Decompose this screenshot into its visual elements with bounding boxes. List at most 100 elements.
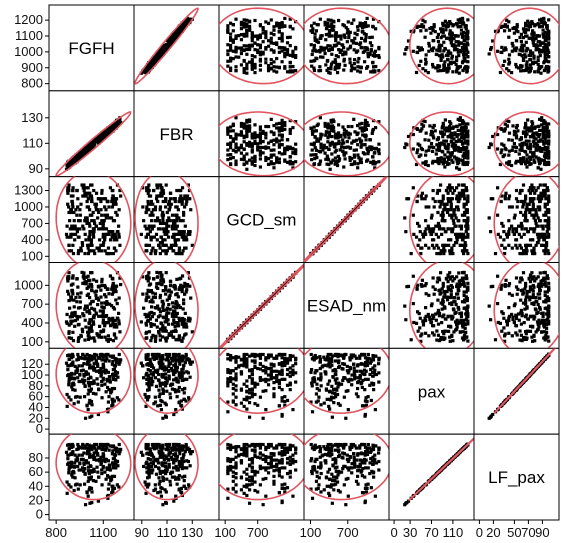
data-point	[169, 35, 173, 40]
data-point	[516, 199, 520, 204]
data-point	[538, 67, 542, 71]
data-point	[101, 235, 105, 239]
data-point	[514, 130, 518, 135]
data-point	[147, 271, 151, 275]
data-point	[330, 152, 334, 156]
data-point	[431, 197, 435, 201]
data-point	[163, 320, 167, 324]
data-point	[547, 219, 551, 223]
data-point	[76, 205, 80, 209]
data-point	[159, 183, 163, 187]
data-point	[258, 125, 263, 129]
data-point	[90, 300, 94, 304]
data-point	[165, 308, 169, 312]
data-point	[339, 48, 344, 52]
data-point	[91, 320, 96, 324]
data-point	[457, 199, 461, 204]
data-point	[332, 129, 336, 133]
data-point	[172, 227, 176, 231]
data-point	[537, 124, 541, 128]
data-point	[110, 205, 115, 209]
data-point	[346, 30, 350, 34]
data-point	[458, 116, 462, 120]
data-point	[371, 129, 375, 133]
data-point	[540, 224, 544, 228]
data-point	[528, 199, 533, 204]
data-point	[510, 148, 514, 152]
data-point	[161, 335, 165, 339]
data-point	[256, 142, 260, 146]
data-point	[113, 288, 118, 292]
cell-ESAD_nm-ESAD_nm: ESAD_nm	[303, 262, 390, 349]
data-point	[326, 48, 331, 52]
data-point	[464, 307, 468, 311]
data-point	[446, 69, 450, 73]
data-point	[435, 148, 439, 152]
data-point	[466, 319, 470, 323]
data-point	[436, 224, 440, 228]
data-point	[507, 160, 512, 164]
data-point	[352, 48, 356, 52]
data-point	[462, 148, 466, 152]
data-point	[153, 62, 157, 66]
data-point	[409, 338, 413, 342]
data-point	[150, 335, 154, 340]
data-point	[178, 219, 182, 223]
data-point	[78, 219, 82, 223]
data-point	[228, 21, 233, 25]
data-point	[111, 320, 115, 324]
data-point	[147, 312, 151, 316]
data-point	[107, 319, 111, 323]
cell-frame	[133, 90, 220, 178]
data-point	[75, 317, 79, 321]
data-point	[247, 144, 252, 148]
data-point	[177, 216, 181, 220]
data-point	[463, 249, 467, 253]
data-point	[545, 130, 549, 134]
data-point	[415, 194, 420, 198]
data-point	[310, 29, 315, 33]
data-point	[536, 216, 540, 220]
data-point	[146, 279, 150, 283]
data-point	[453, 44, 458, 48]
data-point	[330, 24, 334, 28]
data-point	[85, 310, 89, 314]
data-point	[411, 30, 415, 34]
data-point	[269, 162, 273, 166]
data-point	[403, 52, 407, 56]
data-point	[158, 208, 162, 212]
data-point	[70, 232, 75, 236]
data-point	[253, 157, 257, 161]
data-point	[510, 49, 514, 53]
data-point	[514, 27, 518, 31]
data-point	[174, 338, 178, 342]
data-point	[496, 186, 500, 190]
data-point	[337, 48, 341, 52]
data-point	[449, 295, 453, 300]
data-point	[348, 158, 352, 162]
data-point	[156, 55, 161, 59]
data-point	[180, 287, 184, 291]
data-point	[430, 213, 434, 217]
data-point	[85, 221, 89, 226]
data-point	[541, 32, 545, 36]
data-point	[453, 213, 457, 217]
density-ellipse	[55, 176, 132, 263]
data-point	[448, 124, 452, 129]
data-point	[461, 30, 466, 34]
data-point	[313, 38, 317, 42]
data-point	[542, 238, 546, 242]
data-point	[343, 157, 347, 161]
data-point	[250, 142, 254, 146]
data-point	[250, 314, 254, 319]
data-point	[164, 271, 168, 275]
data-point	[522, 43, 526, 48]
data-point	[239, 48, 244, 52]
data-point	[161, 308, 165, 313]
data-point	[371, 70, 375, 74]
data-point	[436, 160, 440, 164]
data-point	[164, 288, 168, 292]
data-point	[507, 35, 511, 39]
data-point	[283, 51, 287, 55]
data-point	[157, 194, 161, 198]
